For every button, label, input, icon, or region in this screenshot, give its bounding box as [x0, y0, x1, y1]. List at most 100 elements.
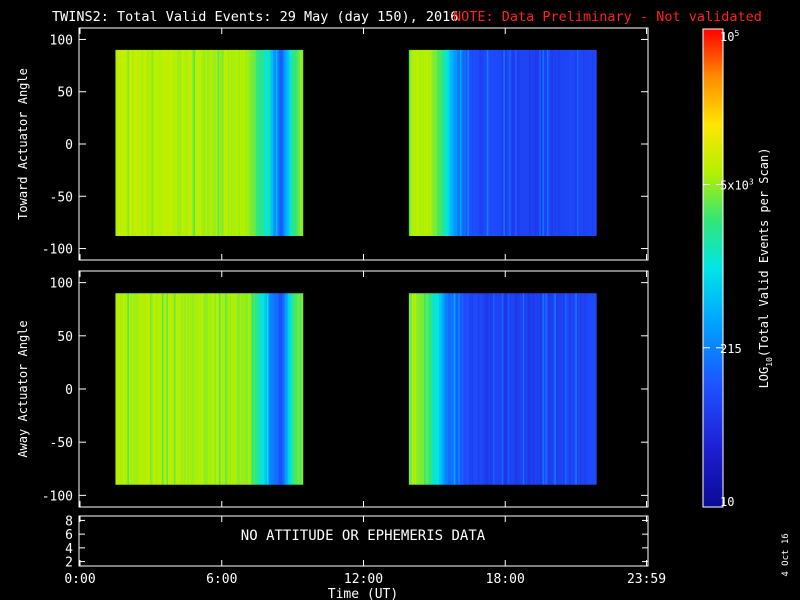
heatmap-column — [154, 293, 157, 485]
x-tick-label: 12:00 — [344, 572, 383, 587]
heatmap-column — [194, 293, 197, 485]
heatmap-column — [172, 49, 175, 236]
heatmap-column — [193, 49, 196, 236]
heatmap-column — [277, 49, 280, 236]
heatmap-column — [166, 293, 169, 485]
heatmap-column — [537, 293, 540, 485]
heatmap-column — [428, 293, 431, 485]
heatmap-column — [474, 293, 477, 485]
heatmap-column — [241, 49, 244, 236]
heatmap-column — [549, 293, 552, 485]
heatmap-column — [579, 49, 582, 236]
heatmap-column — [459, 293, 462, 485]
heatmap-column — [572, 49, 575, 236]
heatmap-column — [506, 293, 509, 485]
heatmap-column — [447, 293, 450, 485]
heatmap-column — [560, 49, 563, 236]
heatmap-column — [527, 293, 530, 485]
heatmap-column — [271, 49, 274, 236]
heatmap-column — [193, 293, 196, 485]
y-tick-label: 100 — [50, 33, 73, 48]
heatmap-column — [170, 49, 173, 236]
heatmap-column — [229, 49, 232, 236]
heatmap-column — [521, 293, 524, 485]
heatmap-column — [209, 293, 212, 485]
heatmap-column — [151, 49, 154, 236]
heatmap-column — [512, 293, 515, 485]
heatmap-column — [578, 293, 581, 485]
heatmap-column — [116, 49, 119, 236]
heatmap-column — [542, 293, 545, 485]
heatmap-column — [278, 49, 281, 236]
heatmap-column — [593, 49, 596, 236]
colorbar-tick-exponent: 3 — [749, 177, 754, 186]
heatmap-column — [554, 49, 557, 236]
heatmap-column — [298, 49, 301, 236]
heatmap-column — [238, 49, 241, 236]
heatmap-column — [176, 49, 179, 236]
y-tick-label: -100 — [42, 243, 73, 258]
heatmap-column — [509, 293, 512, 485]
heatmap-column — [178, 293, 181, 485]
heatmap-column — [122, 293, 125, 485]
heatmap-column — [157, 293, 160, 485]
heatmap-column — [145, 49, 148, 236]
heatmap-column — [203, 293, 206, 485]
heatmap-column — [480, 49, 483, 236]
heatmap-column — [199, 49, 202, 236]
heatmap-column — [185, 49, 188, 236]
heatmap-column — [131, 293, 134, 485]
heatmap-column — [429, 49, 432, 236]
heatmap-column — [506, 49, 509, 236]
heatmap-column — [247, 293, 250, 485]
heatmap-column — [176, 293, 179, 485]
heatmap-column — [548, 293, 551, 485]
heatmap-column — [127, 293, 130, 485]
colorbar-ticks: 10 215 5x103 105 — [703, 28, 754, 509]
heatmap-column — [269, 49, 272, 236]
heatmap-column — [446, 49, 449, 236]
heatmap-column — [557, 49, 560, 236]
heatmap-column — [244, 293, 247, 485]
heatmap-column — [576, 293, 579, 485]
y-tick-label: 0 — [65, 383, 73, 398]
colorbar-tick-label: 10 — [720, 495, 734, 509]
heatmap-column — [510, 49, 513, 236]
heatmap-column — [413, 293, 416, 485]
heatmap-column — [462, 49, 465, 236]
heatmap-column — [296, 49, 299, 236]
heatmap-column — [443, 293, 446, 485]
heatmap-column — [434, 293, 437, 485]
heatmap-column — [588, 293, 591, 485]
heatmap-column — [464, 49, 467, 236]
heatmap-column — [200, 293, 203, 485]
heatmap-column — [289, 49, 292, 236]
heatmap-column — [125, 293, 128, 485]
heatmap-column — [131, 49, 134, 236]
y-tick-label: -50 — [50, 190, 73, 205]
heatmap-column — [435, 293, 438, 485]
heatmap-column — [492, 49, 495, 236]
heatmap-column — [569, 49, 572, 236]
heatmap-column — [561, 293, 564, 485]
heatmap-column — [253, 49, 256, 236]
heatmap-column — [575, 49, 578, 236]
heatmap-column — [425, 49, 428, 236]
heatmap-column — [209, 49, 212, 236]
heatmap-column — [161, 293, 164, 485]
heatmap-column — [477, 49, 480, 236]
heatmap-column — [232, 49, 235, 236]
heatmap-column — [473, 293, 476, 485]
heatmap-column — [432, 293, 435, 485]
heatmap-column — [504, 49, 507, 236]
heatmap-column — [143, 293, 146, 485]
heatmap-column — [196, 49, 199, 236]
heatmap-column — [563, 293, 566, 485]
heatmap-column — [136, 49, 139, 236]
heatmap-column — [272, 49, 275, 236]
heatmap-column — [235, 293, 238, 485]
heatmap-column — [492, 293, 495, 485]
heatmap-column — [528, 49, 531, 236]
toward-y-axis: 100 50 0 -50 -100 — [42, 33, 648, 258]
heatmap-column — [127, 49, 130, 236]
